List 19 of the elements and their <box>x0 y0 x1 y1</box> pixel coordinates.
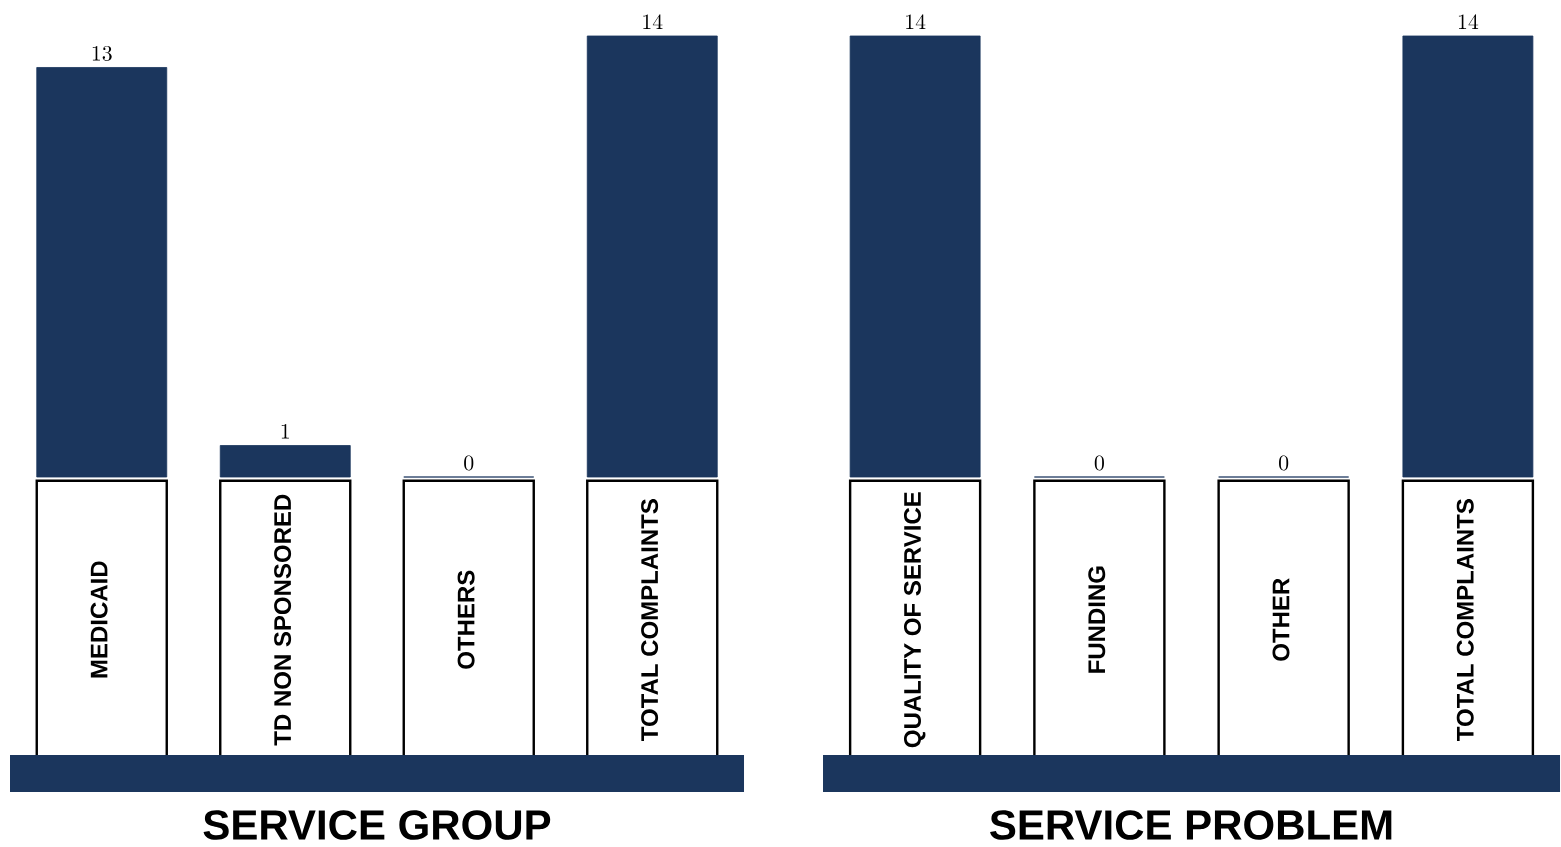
bar <box>219 445 351 478</box>
x-tick-label: OTHERS <box>457 570 475 669</box>
data-label: 14 <box>643 14 663 29</box>
x-tick-label: MEDICAID <box>90 561 108 678</box>
data-label: 14 <box>906 14 926 29</box>
data-label: 13 <box>92 45 112 61</box>
x-axis-title: SERVICE PROBLEM <box>990 810 1392 840</box>
data-label: 14 <box>1458 14 1479 29</box>
x-tick-label: TD NON SPONSORED <box>274 494 292 746</box>
x-tick-label: QUALITY OF SERVICE <box>903 492 926 748</box>
x-tick-label: TOTAL COMPLAINTS <box>641 499 659 741</box>
x-tick-label: TOTAL COMPLAINTS <box>1456 499 1474 741</box>
data-label: 0 <box>1279 455 1289 471</box>
data-label: 0 <box>464 455 474 471</box>
x-tick-label: FUNDING <box>1088 566 1106 673</box>
x-tick-label: OTHER <box>1272 578 1290 661</box>
data-label: 0 <box>1094 455 1104 471</box>
x-axis-title: SERVICE GROUP <box>203 810 551 840</box>
data-label: 1 <box>281 423 289 439</box>
